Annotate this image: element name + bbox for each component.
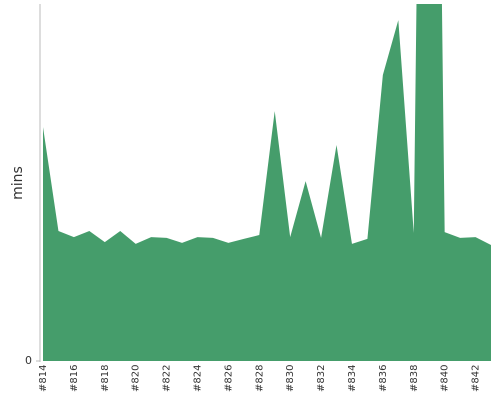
x-tick-label: #820 <box>131 365 142 392</box>
x-tick-label: #834 <box>347 365 358 392</box>
x-tick-label: #814 <box>38 365 49 392</box>
x-tick-label: #822 <box>162 365 173 392</box>
x-tick-label: #816 <box>69 365 80 392</box>
x-tick-label: #818 <box>100 365 111 392</box>
x-tick-label: #828 <box>254 365 265 392</box>
x-tick-label: #830 <box>285 365 296 392</box>
x-tick-label: #826 <box>223 365 234 392</box>
x-tick-label: #840 <box>440 365 451 392</box>
x-tick-label: #824 <box>192 365 203 392</box>
area <box>43 4 491 361</box>
x-tick-label: #842 <box>471 365 482 392</box>
x-tick-label: #832 <box>316 365 327 392</box>
x-tick-label: #836 <box>378 365 389 392</box>
y-axis-label: mins <box>10 166 26 200</box>
x-tick-label: #838 <box>409 365 420 392</box>
y-tick-label: 0 <box>25 354 32 367</box>
